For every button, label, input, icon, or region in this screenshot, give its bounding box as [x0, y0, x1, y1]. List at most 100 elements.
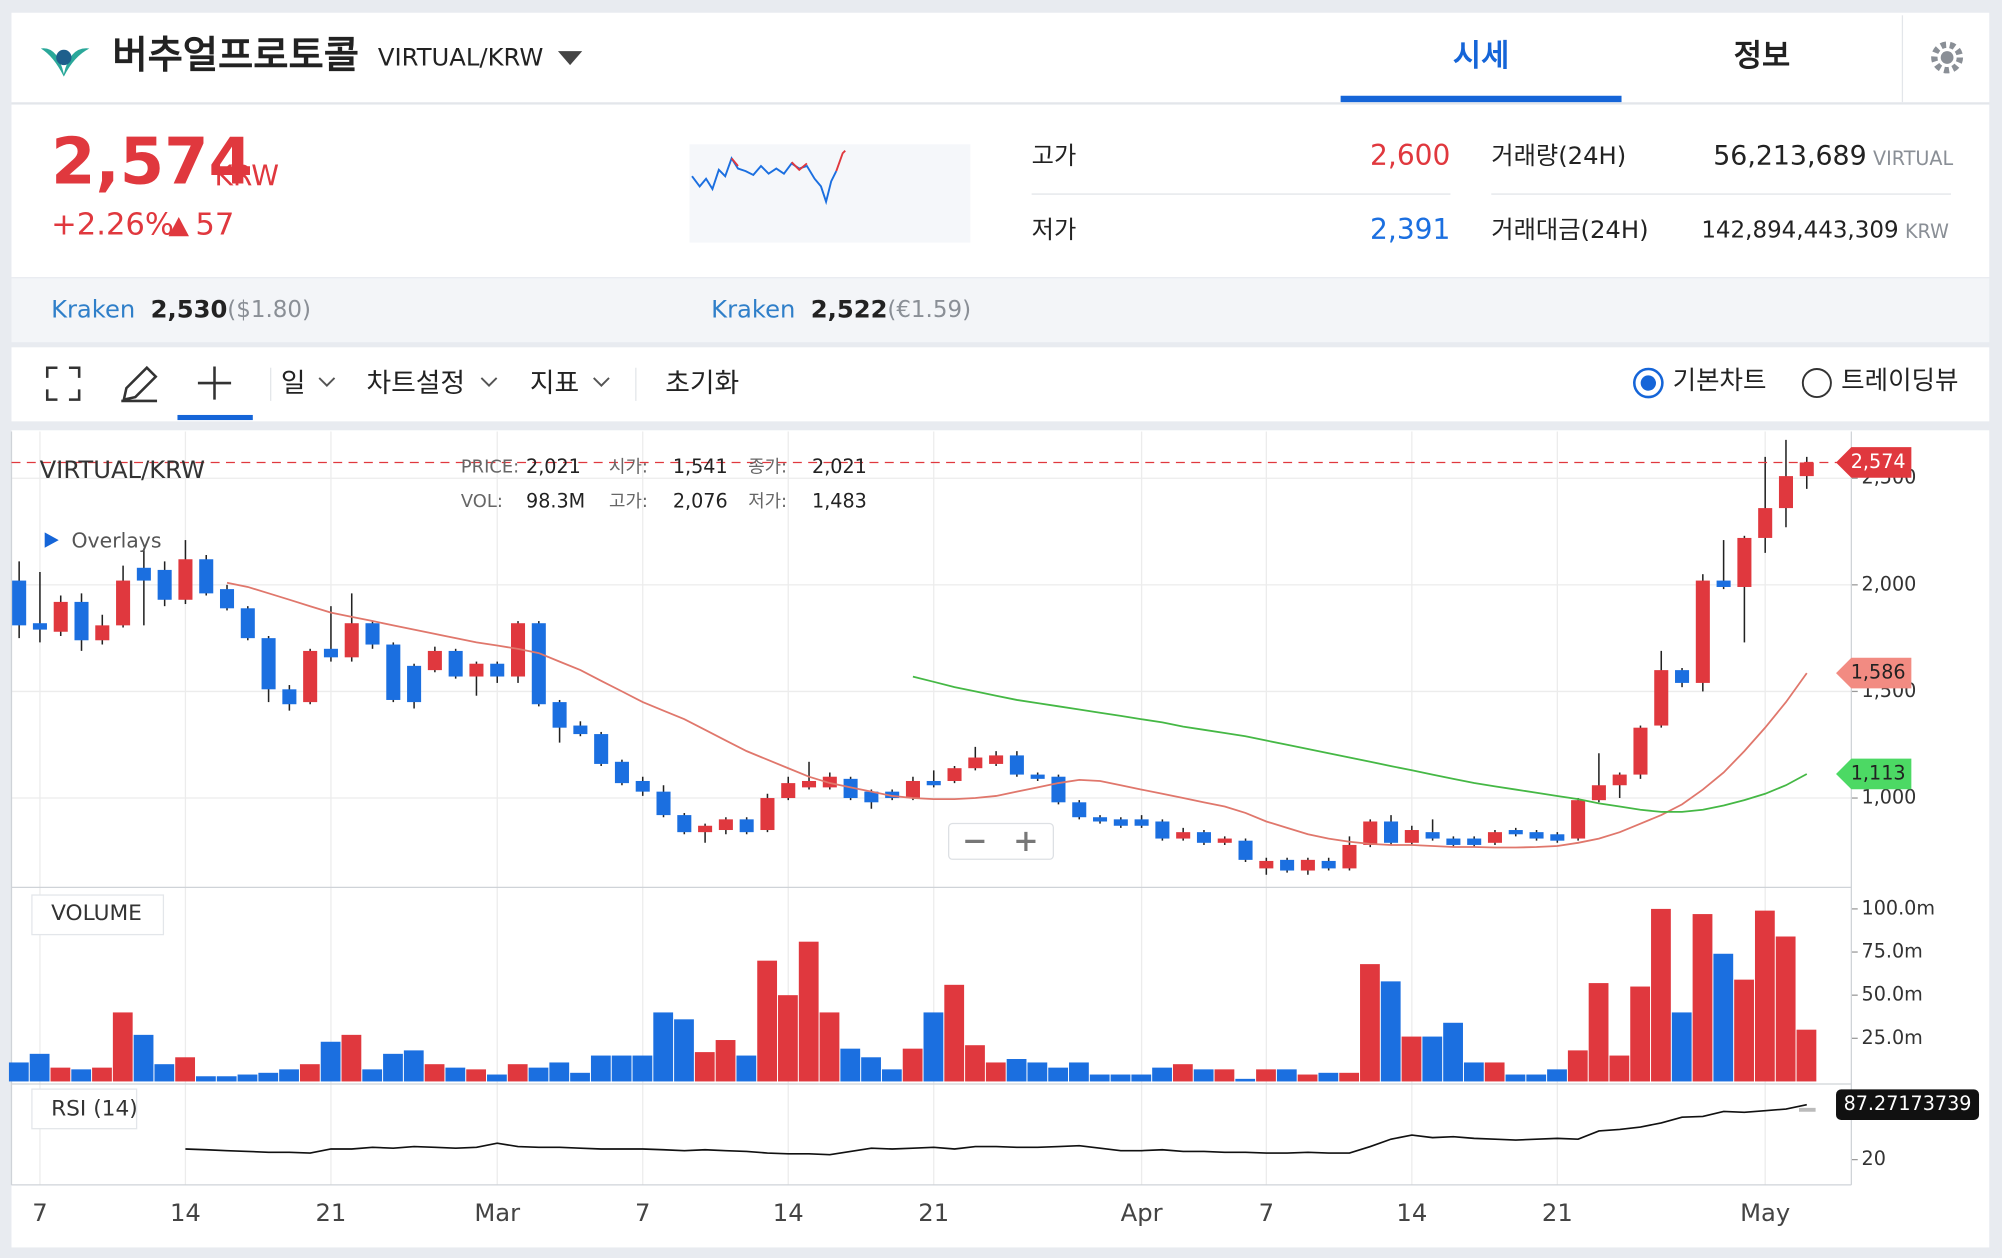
chevron: [318, 377, 336, 387]
candle-body: [698, 825, 713, 833]
indicators-button[interactable]: 지표: [530, 368, 579, 399]
volume-bar: [715, 1040, 736, 1082]
price-currency: KRW: [215, 159, 280, 192]
candle-body: [469, 663, 484, 677]
volume-bar: [299, 1064, 320, 1082]
mode-basic[interactable]: 기본차트: [1673, 366, 1767, 396]
candle-body: [1030, 774, 1045, 779]
candle-body: [32, 623, 47, 630]
volume-bar: [341, 1034, 362, 1082]
x-tick-label: Mar: [474, 1198, 520, 1227]
price-tag: [1836, 758, 1912, 790]
overlays-toggle[interactable]: [44, 532, 59, 548]
volume-bar: [50, 1067, 71, 1082]
info-value: 2,076: [673, 489, 728, 512]
info-value: 1,483: [812, 489, 867, 512]
x-tick-label: 14: [773, 1198, 804, 1227]
candle-body: [1446, 838, 1461, 845]
exchange-name[interactable]: Kraken: [711, 294, 795, 323]
price-tag: [1836, 657, 1912, 689]
volume-bar: [1692, 914, 1713, 1082]
settings-button[interactable]: 차트설정: [366, 368, 465, 399]
exchange-name[interactable]: Kraken: [51, 294, 135, 323]
moving-average: [912, 675, 1808, 813]
volume-bar: [383, 1053, 403, 1082]
info-label: PRICE:: [461, 456, 519, 477]
volume-bar: [1131, 1074, 1152, 1082]
candle-body: [573, 725, 588, 735]
candle-body: [968, 757, 983, 769]
volume-bar: [528, 1067, 549, 1082]
volume-title-box: [31, 894, 165, 936]
volume-bar: [258, 1072, 279, 1082]
candle-body: [1529, 832, 1544, 839]
volume-bar: [1256, 1069, 1276, 1082]
volume-bar: [840, 1048, 861, 1082]
volume-bar: [1027, 1062, 1048, 1082]
mode-tradingview[interactable]: 트레이딩뷰: [1841, 366, 1958, 396]
candle-body: [1467, 838, 1482, 845]
volume-bar: [590, 1055, 611, 1082]
volume-bar: [1276, 1069, 1297, 1082]
candle-body: [365, 623, 380, 645]
volume-bar: [1401, 1036, 1422, 1082]
volume-bar: [1671, 1012, 1692, 1082]
y-tick-label: 50.0m: [1862, 983, 1923, 1006]
candle-body: [864, 791, 879, 803]
volume-bar: [29, 1053, 50, 1082]
high-label: 고가: [1032, 141, 1077, 170]
candle-body: [885, 791, 900, 799]
radio-basic[interactable]: [1633, 367, 1664, 399]
candle-body: [448, 650, 463, 677]
pair-dropdown[interactable]: [557, 51, 583, 66]
candle-body: [12, 580, 27, 626]
chart-title: VIRTUAL/KRW: [40, 455, 205, 484]
reset-button[interactable]: 초기화: [665, 368, 739, 399]
zoom-in[interactable]: [1016, 831, 1036, 851]
draw-button[interactable]: [121, 365, 158, 403]
coin-name: 버추얼프로토콜: [112, 33, 359, 78]
volume-unit: VIRTUAL: [1873, 147, 1953, 170]
coin-pair: VIRTUAL/KRW: [378, 43, 543, 72]
volume-bar: [1422, 1036, 1443, 1082]
candle-body: [240, 608, 255, 639]
candle-body: [1778, 476, 1793, 509]
exchange-price: 2,522: [811, 294, 888, 323]
volume-bar: [1110, 1074, 1131, 1082]
crosshair-button[interactable]: [197, 366, 232, 400]
low-label: 저가: [1032, 215, 1077, 244]
info-label: 시가:: [609, 456, 648, 477]
candle-body: [1508, 830, 1523, 835]
volume-bar: [1339, 1072, 1360, 1082]
volume-bar: [424, 1064, 445, 1082]
volume-bar: [778, 995, 798, 1082]
candle-body: [739, 819, 754, 833]
candle-body: [407, 665, 422, 703]
candle-body: [386, 644, 401, 700]
settings-gear[interactable]: [1931, 41, 1964, 74]
fullscreen-button[interactable]: [45, 366, 81, 401]
overlays-label: Overlays: [72, 528, 162, 552]
rsi-line: [185, 1103, 1807, 1156]
radio-tradingview[interactable]: [1801, 368, 1832, 399]
candle-body: [802, 780, 817, 788]
candle-body: [178, 559, 193, 600]
volume-bar: [611, 1055, 632, 1082]
volume-bar: [1214, 1069, 1235, 1082]
volume-bar: [861, 1057, 881, 1082]
candle-body: [822, 776, 837, 788]
candle-body: [552, 702, 567, 728]
volume-bar: [445, 1067, 466, 1082]
tab-price[interactable]: 시세: [1453, 39, 1509, 74]
exchange-price: 2,530: [151, 294, 228, 323]
candle-body: [656, 791, 671, 816]
header-bar: [11, 12, 1990, 103]
candle-body: [1633, 727, 1648, 775]
price-tag-label: 2,574: [1851, 450, 1906, 473]
candle-body: [74, 601, 89, 641]
x-tick-label: 21: [316, 1198, 347, 1227]
tab-info[interactable]: 정보: [1734, 39, 1790, 74]
volume-bar: [71, 1069, 92, 1082]
interval-button[interactable]: 일: [281, 368, 306, 399]
